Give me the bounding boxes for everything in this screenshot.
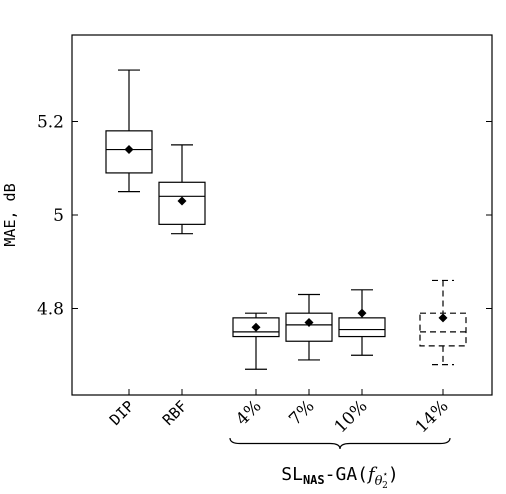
group-label-prefix: SL <box>281 464 303 485</box>
mean-marker <box>438 313 448 323</box>
y-tick-label: 4.8 <box>37 300 64 320</box>
group-label-suffix: -GA( <box>325 464 368 485</box>
plot-frame <box>71 34 493 396</box>
box-iqr <box>232 317 280 338</box>
mean-marker <box>357 308 367 318</box>
box-iqr <box>105 130 153 174</box>
group-label-func-sub-sup: ⋆ <box>383 470 389 480</box>
x-tick-label: RBF <box>159 397 191 429</box>
mean-marker <box>251 322 261 332</box>
box-iqr <box>158 181 206 225</box>
box-4pct <box>232 312 280 370</box>
x-tick-label: DIP <box>106 397 138 429</box>
y-tick-label: 5 <box>53 206 64 226</box>
x-axis-ticks: DIP RBF 4% 7% 10% 14% <box>106 389 453 437</box>
group-brace <box>229 437 451 450</box>
group-label-close: ) <box>388 464 399 485</box>
x-tick-label: 4% <box>232 396 265 429</box>
group-label-func-sub-sub: 2 <box>382 481 388 491</box>
box-iqr <box>285 312 333 342</box>
group-label: SLNAS-GA(fθ⋆ 2) <box>281 464 398 491</box>
box-dip <box>105 69 153 193</box>
group-label-subscript: NAS <box>303 473 325 487</box>
boxes <box>105 69 467 370</box>
group-label-func-sub: θ <box>375 474 383 489</box>
box-7pct <box>285 293 333 361</box>
mean-marker <box>304 318 314 328</box>
x-tick-label: 7% <box>285 396 318 429</box>
mean-marker <box>177 196 187 206</box>
box-iqr <box>338 317 386 338</box>
x-tick-label: 14% <box>412 396 453 437</box>
y-axis-label: MAE, dB <box>1 183 19 246</box>
box-14pct <box>419 279 467 366</box>
box-rbf <box>158 144 206 235</box>
y-tick-label: 5.2 <box>37 112 64 132</box>
box-10pct <box>338 289 386 356</box>
y-axis-ticks: 4.8 5 5.2 <box>37 112 492 320</box>
mean-marker <box>124 145 134 155</box>
box-iqr <box>419 312 467 347</box>
x-tick-label: 10% <box>331 396 372 437</box>
